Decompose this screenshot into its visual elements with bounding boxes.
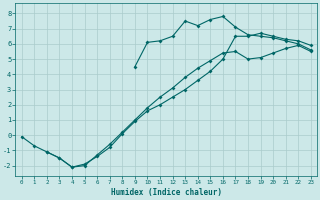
X-axis label: Humidex (Indice chaleur): Humidex (Indice chaleur) <box>111 188 222 197</box>
